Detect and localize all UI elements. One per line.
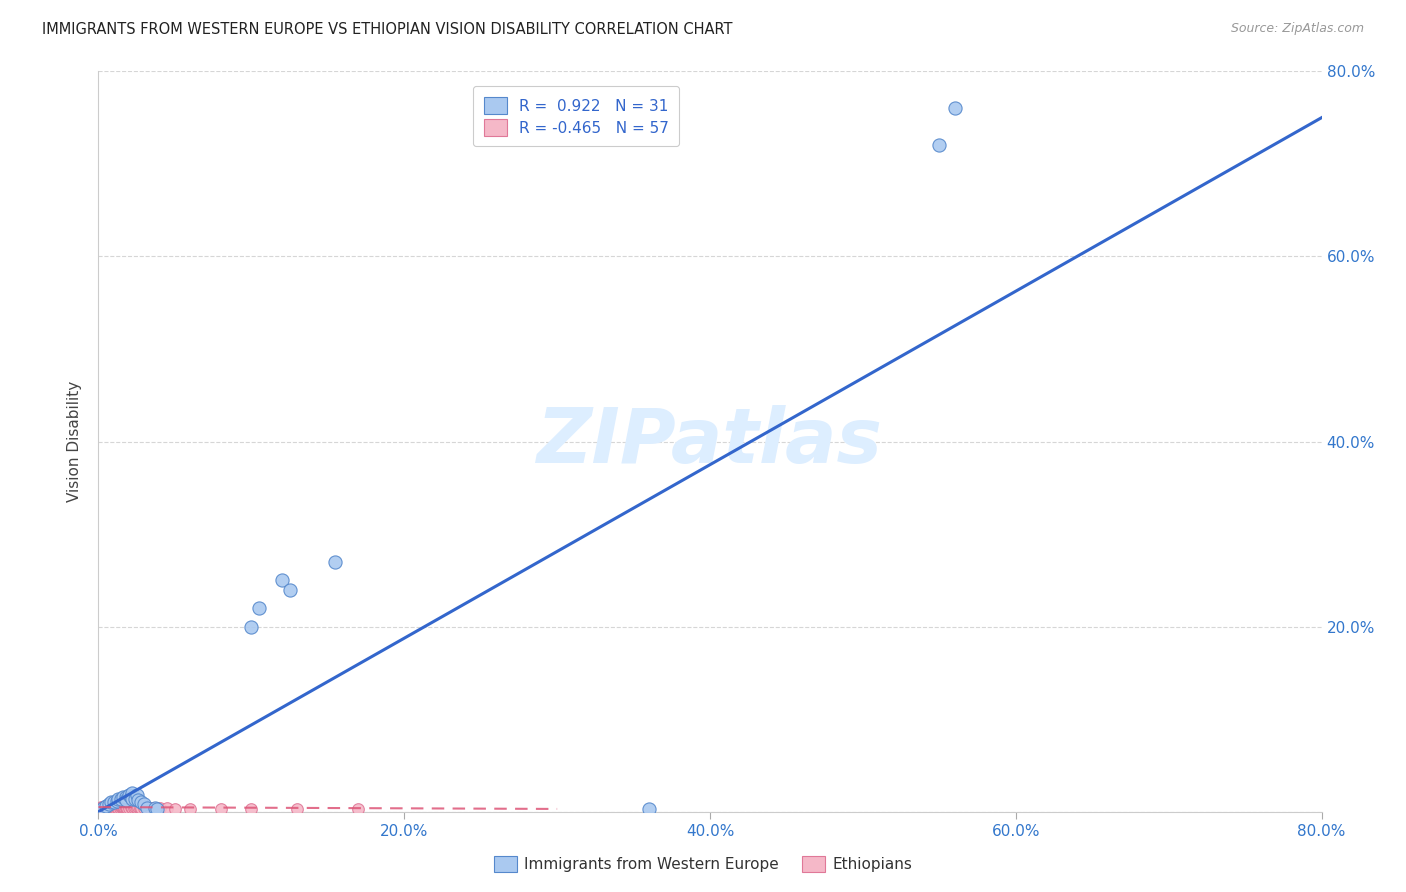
Point	[125, 801, 148, 815]
Point	[943, 101, 966, 115]
Point	[110, 799, 132, 814]
Point	[90, 801, 112, 815]
Point	[103, 800, 125, 814]
Point	[98, 801, 121, 815]
Point	[111, 800, 134, 814]
Point	[101, 801, 124, 815]
Point	[108, 801, 131, 815]
Point	[125, 788, 148, 802]
Point	[91, 801, 114, 815]
Point	[101, 799, 124, 814]
Point	[240, 619, 263, 633]
Point	[108, 800, 131, 814]
Point	[278, 582, 301, 597]
Point	[270, 574, 292, 588]
Point	[121, 786, 143, 800]
Point	[209, 802, 232, 816]
Point	[91, 801, 114, 815]
Point	[93, 800, 115, 814]
Point	[98, 797, 121, 812]
Point	[100, 796, 122, 810]
Point	[100, 800, 122, 814]
Point	[120, 800, 142, 814]
Point	[115, 800, 138, 814]
Point	[347, 802, 370, 816]
Point	[637, 802, 661, 816]
Point	[240, 802, 263, 816]
Point	[103, 796, 125, 810]
Point	[93, 801, 115, 815]
Point	[149, 801, 172, 815]
Point	[122, 801, 145, 815]
Point	[121, 791, 143, 805]
Point	[110, 800, 132, 814]
Point	[121, 801, 143, 815]
Point	[107, 799, 129, 814]
Point	[128, 801, 150, 815]
Point	[115, 789, 138, 804]
Text: ZIPatlas: ZIPatlas	[537, 405, 883, 478]
Point	[105, 794, 128, 808]
Point	[107, 801, 129, 815]
Point	[103, 801, 125, 815]
Point	[94, 799, 117, 814]
Point	[129, 801, 152, 815]
Point	[139, 801, 162, 815]
Point	[97, 800, 120, 814]
Point	[136, 801, 159, 815]
Point	[129, 796, 152, 810]
Point	[111, 789, 134, 804]
Point	[134, 801, 156, 815]
Point	[124, 800, 146, 814]
Point	[163, 802, 186, 816]
Point	[179, 802, 201, 816]
Point	[100, 801, 122, 815]
Point	[143, 801, 166, 815]
Point	[247, 601, 270, 615]
Point	[115, 801, 138, 815]
Point	[110, 791, 132, 805]
Point	[104, 801, 127, 815]
Point	[142, 801, 165, 815]
Text: IMMIGRANTS FROM WESTERN EUROPE VS ETHIOPIAN VISION DISABILITY CORRELATION CHART: IMMIGRANTS FROM WESTERN EUROPE VS ETHIOP…	[42, 22, 733, 37]
Y-axis label: Vision Disability: Vision Disability	[67, 381, 83, 502]
Point	[90, 800, 112, 814]
Point	[89, 801, 111, 815]
Point	[124, 791, 146, 805]
Point	[91, 800, 114, 814]
Point	[325, 555, 347, 569]
Point	[104, 800, 127, 814]
Point	[134, 797, 156, 812]
Point	[98, 799, 121, 814]
Point	[111, 801, 134, 815]
Point	[117, 801, 139, 815]
Point	[105, 800, 128, 814]
Point	[928, 138, 950, 153]
Point	[118, 788, 141, 802]
Point	[105, 801, 128, 815]
Point	[112, 800, 135, 814]
Point	[107, 791, 129, 805]
Legend: R =  0.922   N = 31, R = -0.465   N = 57: R = 0.922 N = 31, R = -0.465 N = 57	[472, 87, 679, 146]
Point	[136, 801, 159, 815]
Point	[94, 799, 117, 814]
Point	[115, 793, 138, 807]
Legend: Immigrants from Western Europe, Ethiopians: Immigrants from Western Europe, Ethiopia…	[486, 848, 920, 880]
Point	[97, 801, 120, 815]
Point	[118, 801, 141, 815]
Point	[94, 801, 117, 815]
Point	[127, 800, 149, 814]
Point	[127, 793, 149, 807]
Text: Source: ZipAtlas.com: Source: ZipAtlas.com	[1230, 22, 1364, 36]
Point	[120, 789, 142, 804]
Point	[112, 801, 135, 815]
Point	[285, 802, 308, 816]
Point	[145, 802, 167, 816]
Point	[156, 801, 179, 815]
